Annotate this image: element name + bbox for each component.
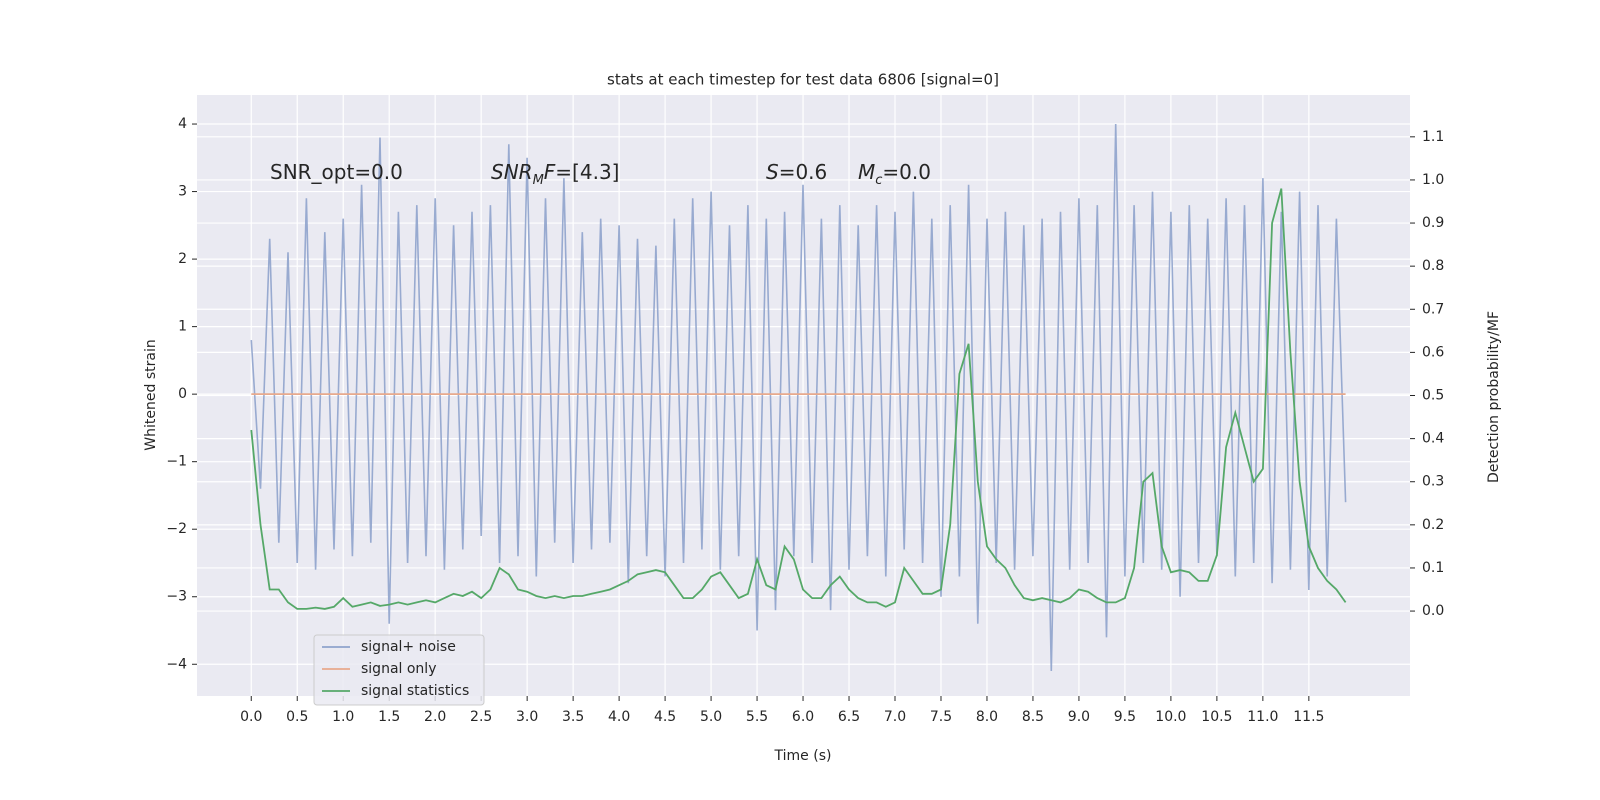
y2-tick-label: 0.5 (1422, 388, 1444, 404)
chart-title: stats at each timestep for test data 680… (607, 71, 999, 89)
legend-label: signal+ noise (361, 639, 456, 655)
y-axis-label: Whitened strain (143, 339, 159, 450)
x-tick-label: 3.5 (562, 709, 584, 725)
x-tick-label: 3.0 (516, 709, 538, 725)
x-tick-label: 11.0 (1247, 709, 1278, 725)
x-tick-label: 1.5 (378, 709, 400, 725)
y-tick-label: 0 (178, 386, 187, 402)
y-tick-label: −2 (166, 521, 187, 537)
y2-tick-label: 1.0 (1422, 172, 1444, 188)
x-tick-label: 1.0 (332, 709, 354, 725)
y-tick-label: −3 (166, 589, 187, 605)
x-tick-label: 4.5 (654, 709, 676, 725)
x-tick-label: 0.0 (240, 709, 262, 725)
y-tick-label: 2 (178, 251, 187, 267)
y2-tick-label: 0.4 (1422, 431, 1444, 447)
y2-tick-label: 0.8 (1422, 258, 1444, 274)
annotation-part: c (875, 173, 882, 188)
x-tick-label: 7.0 (884, 709, 906, 725)
annotation-part: M (533, 173, 544, 188)
x-axis-label: Time (s) (774, 748, 832, 764)
y2-tick-label: 0.3 (1422, 474, 1444, 490)
annotation-part: =0.6 (779, 160, 828, 184)
series-line (250, 188, 1347, 610)
y2-tick-label: 0.7 (1422, 301, 1444, 317)
x-tick-label: 0.5 (286, 709, 308, 725)
y-tick-label: 1 (178, 319, 187, 335)
x-tick-label: 11.5 (1293, 709, 1324, 725)
annotation-part: S (766, 160, 779, 184)
legend-label: signal only (361, 661, 436, 677)
y2-tick-label: 0.9 (1422, 215, 1444, 231)
x-tick-label: 5.0 (700, 709, 722, 725)
annotation: SNR_opt=0.0 (270, 160, 403, 184)
y-tick-label: −4 (166, 656, 187, 672)
x-tick-label: 10.5 (1201, 709, 1232, 725)
series-line (250, 123, 1347, 672)
annotation: Mc=0.0 (858, 160, 931, 189)
y2-tick-label: 1.1 (1422, 129, 1444, 145)
annotation-part: F (544, 160, 556, 184)
annotation-part: M (858, 160, 875, 184)
annotation-part: =0.0 (882, 160, 931, 184)
x-tick-label: 6.5 (838, 709, 860, 725)
x-tick-label: 8.0 (976, 709, 998, 725)
x-tick-label: 6.0 (792, 709, 814, 725)
x-tick-label: 4.0 (608, 709, 630, 725)
annotation: S=0.6 (766, 160, 827, 184)
x-tick-label: 9.5 (1114, 709, 1136, 725)
y2-tick-label: 0.1 (1422, 560, 1444, 576)
y-tick-label: 4 (178, 116, 187, 132)
legend-label: signal statistics (361, 683, 469, 699)
x-tick-label: 5.5 (746, 709, 768, 725)
y2-tick-label: 0.6 (1422, 344, 1444, 360)
x-tick-label: 9.0 (1068, 709, 1090, 725)
x-tick-label: 8.5 (1022, 709, 1044, 725)
annotation: SNRMF=[4.3] (491, 160, 619, 189)
y2-tick-label: 0.2 (1422, 517, 1444, 533)
x-tick-label: 10.0 (1155, 709, 1186, 725)
x-tick-label: 2.0 (424, 709, 446, 725)
annotation-part: SNR (491, 160, 533, 184)
x-tick-label: 2.5 (470, 709, 492, 725)
y2-tick-label: 0.0 (1422, 603, 1444, 619)
annotation-part: =[4.3] (555, 160, 619, 184)
y2-axis-label: Detection probability/MF (1486, 311, 1502, 483)
y-tick-label: −1 (166, 454, 187, 470)
legend-box (313, 634, 485, 706)
annotation-part: SNR_opt=0.0 (270, 160, 403, 184)
x-tick-label: 7.5 (930, 709, 952, 725)
y-tick-label: 3 (178, 184, 187, 200)
